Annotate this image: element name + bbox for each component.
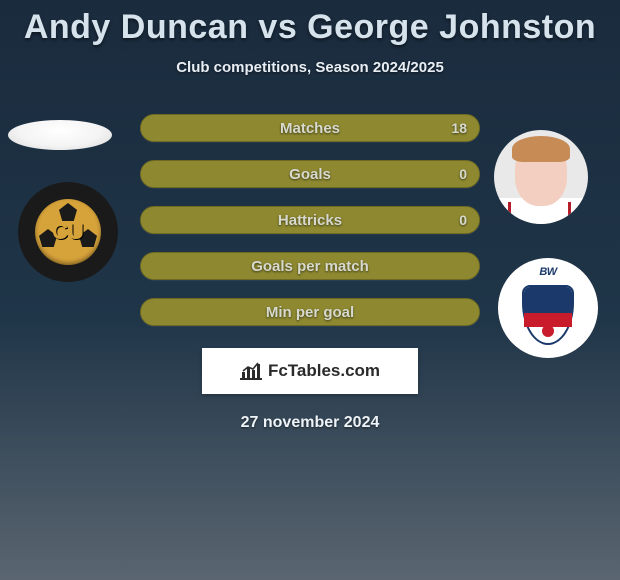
stat-value-right: 0 xyxy=(459,161,467,187)
stat-row: Goals per match xyxy=(140,252,480,280)
date-label: 27 november 2024 xyxy=(0,414,620,432)
stat-label: Goals xyxy=(141,161,479,187)
chart-icon xyxy=(240,362,262,380)
stat-label: Goals per match xyxy=(141,253,479,279)
stat-row: Hattricks0 xyxy=(140,206,480,234)
stat-label: Hattricks xyxy=(141,207,479,233)
stat-row: Matches18 xyxy=(140,114,480,142)
page-title: Andy Duncan vs George Johnston xyxy=(0,0,620,47)
stat-label: Matches xyxy=(141,115,479,141)
stat-value-right: 0 xyxy=(459,207,467,233)
subtitle: Club competitions, Season 2024/2025 xyxy=(0,59,620,76)
watermark-text: FcTables.com xyxy=(268,361,380,381)
stat-label: Min per goal xyxy=(141,299,479,325)
watermark: FcTables.com xyxy=(202,348,418,394)
stat-row: Min per goal xyxy=(140,298,480,326)
stat-row: Goals0 xyxy=(140,160,480,188)
stat-value-right: 18 xyxy=(451,115,467,141)
stats-container: Matches18Goals0Hattricks0Goals per match… xyxy=(0,114,620,326)
